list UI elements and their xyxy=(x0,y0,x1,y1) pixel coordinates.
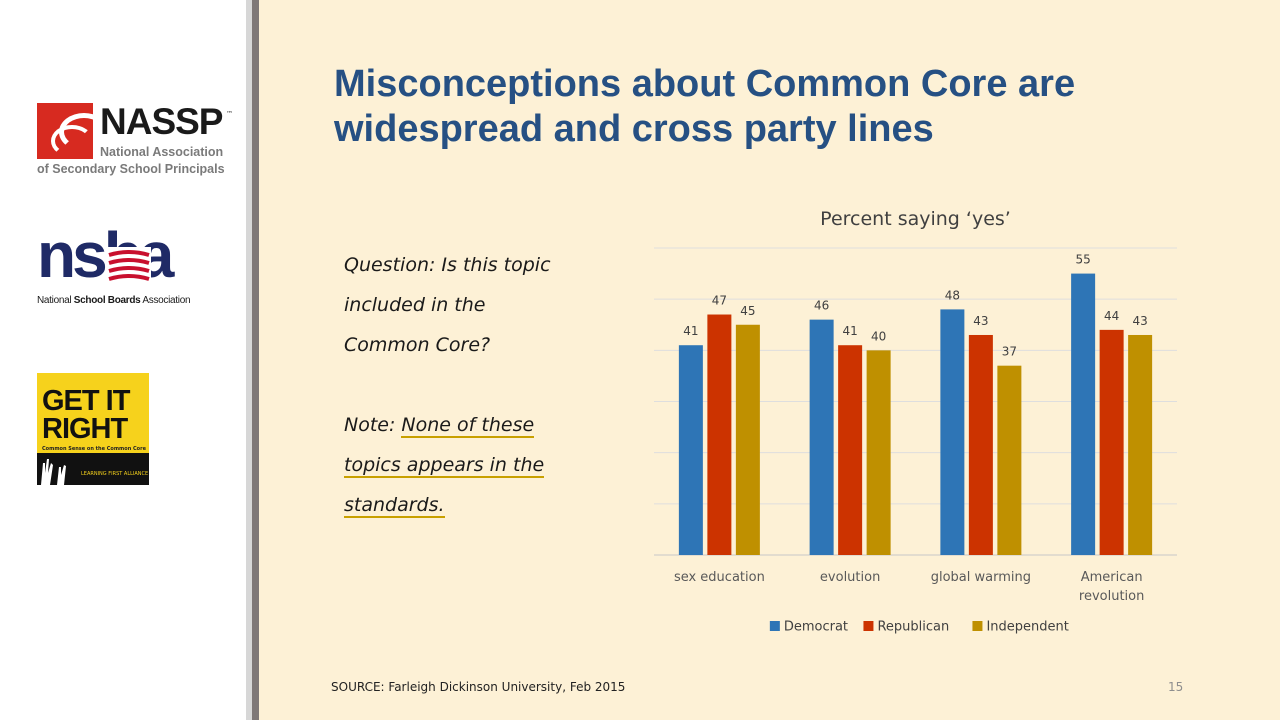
note-line: topics appears in the xyxy=(344,445,624,485)
sidebar-divider-dark xyxy=(252,0,259,720)
nsba-logo: nsba National School Boards Association xyxy=(37,223,203,309)
raised-hands-icon xyxy=(37,453,149,485)
chart-title: Percent saying ‘yes’ xyxy=(820,208,1011,230)
bar-chart: Percent saying ‘yes’ 41 47 45 sex education 4… xyxy=(654,208,1177,635)
nassp-swirl-icon xyxy=(37,103,93,159)
data-label: 45 xyxy=(740,304,755,318)
bar-democrat xyxy=(1071,273,1096,555)
get-it-right-logo: GET IT RIGHT Common Sense on the Common … xyxy=(37,373,149,485)
question-text: Question: Is this topic included in the … xyxy=(344,245,624,525)
bar-independent xyxy=(997,365,1022,555)
sidebar: NASSP ™ National Association of Secondar… xyxy=(0,0,246,720)
nsba-subtitle: National School Boards Association xyxy=(37,295,191,306)
legend-label: Republican xyxy=(877,620,949,635)
bar-republican xyxy=(838,345,863,555)
data-label: 47 xyxy=(712,294,727,308)
bar-independent xyxy=(866,350,891,555)
bar-republican xyxy=(1099,329,1124,555)
x-tick-label: evolution xyxy=(820,570,880,585)
note-text: standards. xyxy=(344,494,445,518)
source-citation: SOURCE: Farleigh Dickinson University, F… xyxy=(331,680,626,694)
x-tick-label: sex education xyxy=(674,570,765,585)
bar-independent xyxy=(735,324,760,555)
get-it-right-line1: GET IT xyxy=(42,385,130,417)
page-number: 15 xyxy=(1168,680,1184,694)
nassp-trademark: ™ xyxy=(226,110,233,118)
legend-label: Independent xyxy=(986,620,1068,635)
bar-republican xyxy=(707,314,732,555)
data-label: 41 xyxy=(683,324,698,338)
data-label: 37 xyxy=(1002,345,1017,359)
bar-democrat xyxy=(940,309,965,555)
nassp-name: NASSP xyxy=(100,101,223,142)
get-it-right-tagline: Common Sense on the Common Core xyxy=(42,446,146,452)
data-label: 41 xyxy=(842,324,857,338)
get-it-right-alliance: LEARNING FIRST ALLIANCE xyxy=(81,471,149,477)
data-label: 40 xyxy=(871,329,886,343)
legend-swatch xyxy=(769,621,780,631)
data-label: 43 xyxy=(1132,314,1147,328)
question-line: Common Core? xyxy=(344,334,491,356)
data-label: 55 xyxy=(1075,253,1090,267)
legend-label: Democrat xyxy=(784,620,848,635)
bar-democrat xyxy=(678,345,703,555)
note-line: Note: None of these xyxy=(344,405,624,445)
nassp-subtitle-1: National Association xyxy=(100,145,224,159)
data-label: 46 xyxy=(814,299,829,313)
bar-republican xyxy=(968,334,993,555)
note-line: standards. xyxy=(344,485,624,525)
note-text: topics appears in the xyxy=(344,454,545,478)
x-tick-label: global warming xyxy=(931,570,1031,585)
nassp-logo: NASSP ™ National Association of Secondar… xyxy=(37,101,233,179)
question-line: Question: Is this topic xyxy=(344,254,551,276)
get-it-right-line2: RIGHT xyxy=(42,413,128,445)
flag-stripes-icon xyxy=(107,247,151,287)
legend-swatch xyxy=(863,621,874,631)
note-prefix: Note: xyxy=(344,414,402,436)
bar-independent xyxy=(1128,334,1153,555)
x-tick-label: revolution xyxy=(1079,589,1144,604)
note-text: None of these xyxy=(401,414,535,438)
slide-title: Misconceptions about Common Core are wide… xyxy=(334,62,1234,152)
nsba-wordmark: nsba xyxy=(37,219,174,291)
spacer-line xyxy=(344,365,624,405)
sidebar-divider-light xyxy=(246,0,252,720)
question-line: included in the xyxy=(344,294,486,316)
data-label: 44 xyxy=(1104,309,1119,323)
slide-title-line-1: Misconceptions about Common Core are xyxy=(334,63,1076,105)
legend-swatch xyxy=(972,621,983,631)
nassp-subtitle-2: of Secondary School Principals xyxy=(37,162,225,176)
data-label: 43 xyxy=(973,314,988,328)
data-label: 48 xyxy=(945,288,960,302)
x-tick-label: American xyxy=(1081,570,1143,585)
slide-title-line-2: widespread and cross party lines xyxy=(334,108,934,150)
bar-democrat xyxy=(809,319,834,555)
